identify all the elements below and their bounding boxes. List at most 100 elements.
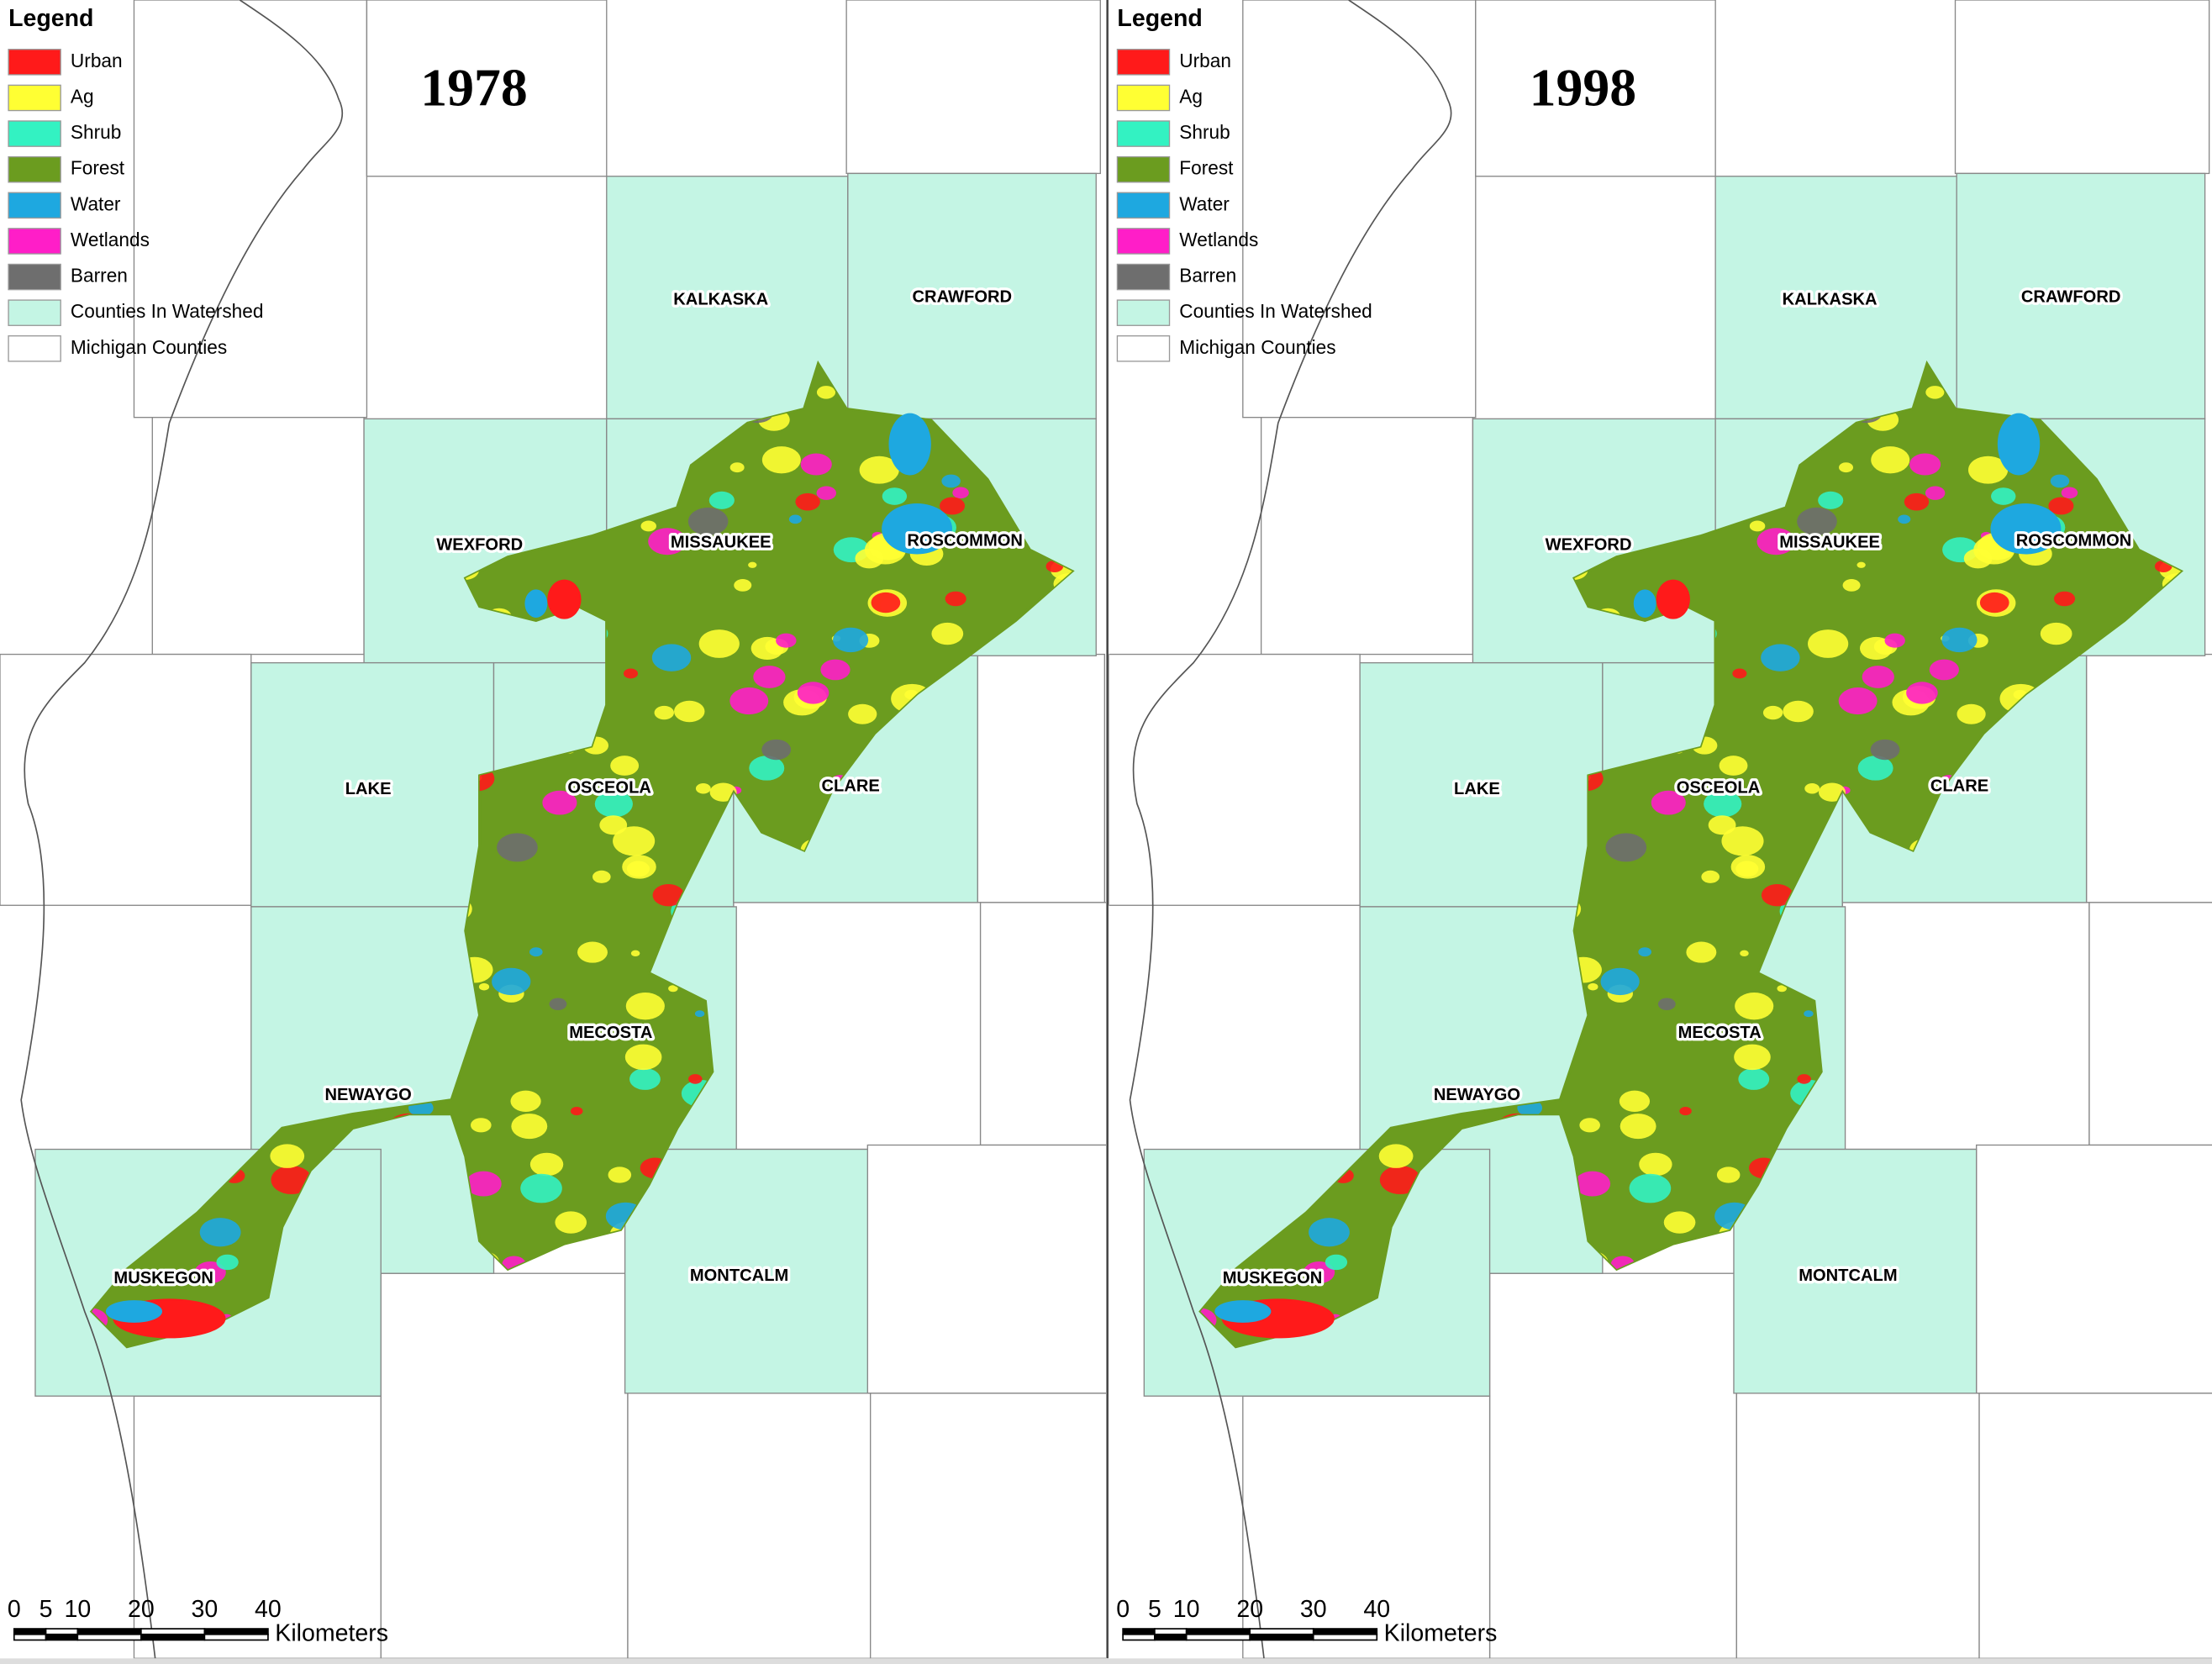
land-patch: [625, 993, 665, 1020]
land-patch: [688, 1074, 703, 1084]
legend-swatch: [1116, 120, 1171, 147]
county-label: LAKE: [1454, 780, 1500, 798]
land-patch: [270, 1144, 305, 1168]
land-patch: [729, 462, 745, 473]
land-patch: [599, 815, 628, 835]
legend-label: Water: [1179, 192, 1230, 214]
legend-swatch: [1116, 228, 1171, 255]
scale-segment: [1185, 1633, 1251, 1641]
legend-swatch: [1116, 192, 1171, 219]
land-patch: [648, 528, 687, 556]
land-patch: [1797, 1074, 1811, 1084]
land-patch: [1925, 486, 1946, 500]
land-patch: [1898, 514, 1911, 524]
land-patch: [652, 883, 685, 907]
legend-swatch: [1116, 335, 1171, 362]
legend-label: Forest: [1179, 157, 1234, 179]
scale-segment: [13, 1628, 47, 1635]
county-label: CLARE: [822, 777, 880, 796]
scale-segment: [1122, 1633, 1156, 1641]
county: [151, 417, 365, 656]
scale-tick-label: 40: [1363, 1596, 1390, 1623]
land-patch: [708, 491, 735, 509]
lake: [1633, 589, 1656, 618]
legend-swatch: [8, 155, 61, 183]
legend-swatch: [8, 228, 61, 255]
land-patch: [1638, 947, 1651, 957]
year-title: 1978: [420, 57, 528, 117]
land-patch: [1686, 941, 1717, 963]
scale-segment: [1154, 1628, 1188, 1635]
land-patch: [816, 386, 836, 399]
land-patch: [594, 790, 633, 818]
land-patch: [510, 1090, 541, 1112]
land-patch: [1842, 579, 1861, 592]
land-patch: [859, 455, 899, 484]
land-patch: [1600, 967, 1640, 996]
scale-unit: Kilometers: [1384, 1619, 1498, 1646]
year-title: 1998: [1530, 57, 1637, 117]
land-patch: [694, 1010, 705, 1018]
land-patch: [1884, 633, 1905, 648]
land-patch: [1929, 659, 1959, 681]
scale-tick-label: 10: [64, 1596, 91, 1623]
land-patch: [1663, 1211, 1696, 1234]
scale-segment: [1122, 1628, 1156, 1635]
land-patch: [529, 1152, 564, 1177]
scale-tick-label: 40: [255, 1596, 282, 1623]
land-patch: [1735, 993, 1774, 1020]
legend-swatch: [8, 120, 61, 147]
land-patch: [674, 700, 705, 723]
lake: [1997, 413, 2041, 476]
county: [1109, 653, 1361, 906]
legend-label: Counties In Watershed: [71, 300, 264, 322]
scale-segment: [76, 1628, 142, 1635]
bottom-edge: [0, 1658, 2212, 1664]
land-patch: [1730, 855, 1766, 879]
land-patch: [1732, 668, 1747, 679]
scale-unit: Kilometers: [275, 1619, 388, 1646]
shoreline: [20, 0, 344, 1659]
scale-segment: [1312, 1633, 1378, 1641]
land-patch: [761, 446, 801, 474]
scale-tick-label: 5: [40, 1596, 53, 1623]
land-patch: [1749, 520, 1766, 532]
land-patch: [1904, 492, 1930, 511]
scale-segment: [203, 1628, 269, 1635]
land-patch: [555, 1211, 587, 1234]
land-patch: [542, 790, 577, 815]
legend-swatch: [1116, 155, 1171, 183]
county: [2085, 653, 2212, 903]
county: [866, 1144, 1106, 1394]
scale-segment: [1154, 1633, 1188, 1641]
land-patch: [1740, 950, 1749, 957]
county-label: MUSKEGON: [113, 1269, 213, 1287]
legend-swatch: [8, 299, 61, 326]
legend-swatch: [1116, 263, 1171, 291]
scale-tick-label: 20: [1236, 1596, 1263, 1623]
land-patch: [622, 855, 656, 879]
county-label: CRAWFORD: [913, 287, 1013, 306]
county: [1841, 902, 2090, 1151]
land-patch: [471, 1118, 492, 1133]
land-patch: [1588, 982, 1598, 991]
county: [366, 0, 608, 177]
land-patch: [2053, 591, 2076, 607]
map-panel: KALKASKA CRAWFORD WEXFORD MISSAUKEE ROSCOMMO…: [0, 0, 1106, 1659]
county-label: NEWAYGO: [1434, 1086, 1520, 1104]
land-patch: [2048, 497, 2074, 515]
land-patch: [630, 950, 640, 957]
land-patch: [1719, 756, 1748, 776]
county-label: MUSKEGON: [1223, 1269, 1323, 1287]
legend-label: Barren: [1179, 265, 1236, 287]
land-patch: [570, 1107, 583, 1116]
land-patch: [613, 826, 656, 856]
land-patch: [1906, 682, 1938, 704]
land-patch: [1708, 815, 1736, 835]
county-label: WEXFORD: [1546, 536, 1632, 555]
land-patch: [816, 486, 836, 500]
legend-label: Michigan Counties: [71, 336, 227, 358]
scale-segment: [140, 1633, 206, 1641]
land-patch: [1979, 592, 2009, 613]
land-patch: [1651, 790, 1686, 815]
